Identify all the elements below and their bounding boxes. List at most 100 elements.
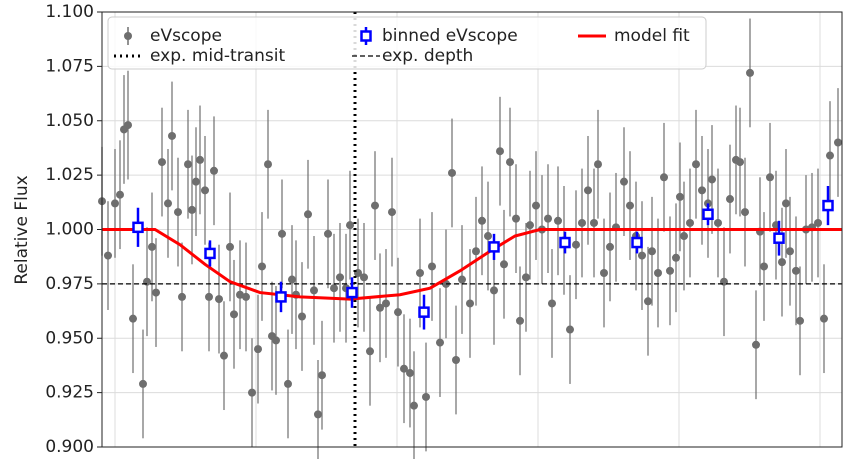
point <box>826 151 834 160</box>
point <box>164 199 172 208</box>
point <box>410 401 418 410</box>
point <box>168 131 176 140</box>
point <box>158 158 166 167</box>
binned-point <box>488 241 500 253</box>
y-tick-label: 0.950 <box>45 328 94 348</box>
point <box>766 173 774 182</box>
point <box>686 218 694 227</box>
point <box>660 173 668 182</box>
point <box>324 229 332 238</box>
point <box>178 292 186 301</box>
point <box>726 195 734 204</box>
point <box>400 364 408 373</box>
legend: eVscope binned eVscope model fit exp. mid-t… <box>107 16 707 70</box>
point <box>452 356 460 364</box>
point <box>496 147 504 156</box>
y-tick-label: 0.900 <box>45 437 94 457</box>
point <box>310 286 318 295</box>
point <box>752 340 760 349</box>
point <box>522 273 530 282</box>
point <box>248 388 256 397</box>
point <box>152 288 160 297</box>
point <box>814 218 822 227</box>
binned-point <box>346 286 358 299</box>
point <box>746 68 754 77</box>
point <box>242 292 250 301</box>
point <box>512 214 520 223</box>
point <box>346 221 354 230</box>
y-tick-label: 1.000 <box>45 220 94 240</box>
point <box>278 229 286 238</box>
point <box>124 121 132 130</box>
point <box>478 216 486 225</box>
point <box>620 177 628 186</box>
point <box>382 299 390 308</box>
point <box>638 251 646 260</box>
point <box>796 316 804 325</box>
point <box>448 168 456 177</box>
point <box>254 345 262 354</box>
legend-box <box>107 16 707 70</box>
y-tick-label: 1.100 <box>45 2 94 22</box>
legend-label: model fit <box>614 26 690 46</box>
binned-point <box>132 221 144 234</box>
point <box>578 218 586 227</box>
point <box>360 273 368 282</box>
point <box>318 371 326 380</box>
point <box>174 208 182 217</box>
legend-label: exp. depth <box>382 46 473 66</box>
binned-point <box>702 208 714 221</box>
point <box>205 292 213 301</box>
y-axis-label: Relative Flux <box>12 175 32 284</box>
point <box>406 369 414 378</box>
point <box>394 308 402 317</box>
legend-marker <box>124 32 132 40</box>
point <box>606 242 614 251</box>
binned-point <box>275 291 287 303</box>
point <box>192 177 200 186</box>
binned-point <box>773 232 785 244</box>
point <box>760 262 768 271</box>
point <box>184 160 192 169</box>
y-tick-label: 0.975 <box>45 274 94 294</box>
point <box>129 314 137 323</box>
point <box>516 316 524 325</box>
point <box>594 160 602 169</box>
point <box>104 251 112 260</box>
point <box>196 155 204 164</box>
binned-point <box>204 247 216 260</box>
point <box>778 258 786 267</box>
point <box>786 247 794 256</box>
point <box>626 201 634 210</box>
point <box>258 262 266 271</box>
binned-point <box>418 306 430 318</box>
point <box>736 158 744 167</box>
point <box>428 262 436 271</box>
point <box>714 218 722 227</box>
point <box>298 312 306 321</box>
point <box>236 290 244 299</box>
point <box>548 299 556 308</box>
point <box>676 192 684 201</box>
y-tick-label: 1.075 <box>45 56 94 76</box>
point <box>288 275 296 284</box>
point <box>554 216 562 225</box>
point <box>584 186 592 195</box>
point <box>264 160 272 169</box>
point <box>336 273 344 282</box>
point <box>466 299 474 308</box>
point <box>371 201 379 210</box>
point <box>526 221 534 230</box>
point <box>692 160 700 169</box>
point <box>436 338 444 347</box>
binned-point <box>822 199 834 212</box>
point <box>304 210 312 219</box>
point <box>532 201 540 210</box>
point <box>544 214 552 223</box>
point <box>330 284 338 293</box>
point <box>210 166 218 175</box>
point <box>139 379 147 388</box>
point <box>388 208 396 217</box>
point <box>572 240 580 249</box>
